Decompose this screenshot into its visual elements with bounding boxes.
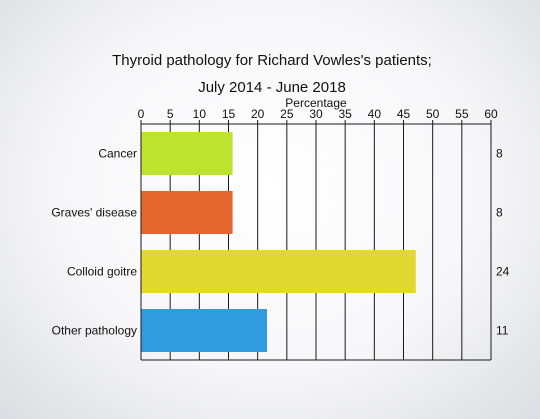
count-label-0: 8 — [496, 147, 503, 161]
chart-title-line-1: Thyroid pathology for Richard Vowles's p… — [112, 52, 432, 69]
x-tick-label-4: 20 — [251, 107, 265, 121]
count-label-3: 11 — [496, 324, 509, 338]
x-tick-label-3: 15 — [222, 107, 236, 121]
category-label-1: Graves' disease — [51, 206, 137, 220]
x-tick-label-12: 60 — [484, 107, 498, 121]
x-tick-label-11: 55 — [455, 107, 469, 121]
x-tick-label-6: 30 — [309, 107, 323, 121]
x-tick-label-1: 5 — [167, 107, 174, 121]
bar-0 — [141, 132, 233, 175]
x-tick-label-5: 25 — [280, 107, 294, 121]
bar-1 — [141, 191, 233, 234]
bar-2 — [141, 250, 416, 293]
x-tick-label-10: 50 — [426, 107, 440, 121]
x-tick-label-8: 40 — [368, 107, 382, 121]
category-label-0: Cancer — [98, 147, 137, 161]
plot-area: 0 5 10 15 20 25 30 35 40 45 50 55 60 Cancer 8 Graves' d… — [51, 107, 510, 361]
category-label-3: Other pathology — [52, 324, 137, 338]
x-tick-label-0: 0 — [138, 107, 145, 121]
x-tick-label-2: 10 — [193, 107, 207, 121]
count-label-1: 8 — [496, 206, 503, 220]
x-axis-title: Percentage — [285, 96, 347, 110]
count-label-2: 24 — [496, 265, 510, 279]
x-tick-label-9: 45 — [397, 107, 411, 121]
x-tick-label-7: 35 — [338, 107, 352, 121]
chart-title-line-2: July 2014 - June 2018 — [198, 79, 346, 96]
bar-3 — [141, 309, 267, 352]
category-label-2: Colloid goitre — [67, 265, 137, 279]
